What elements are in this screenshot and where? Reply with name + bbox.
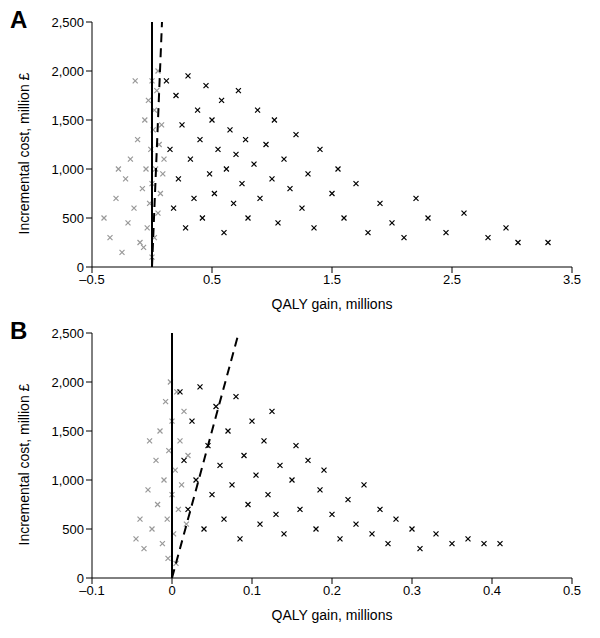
svg-text:0: 0 xyxy=(77,260,84,275)
svg-text:0.3: 0.3 xyxy=(403,583,421,598)
svg-text:QALY gain, millions: QALY gain, millions xyxy=(272,607,393,623)
svg-text:2,500: 2,500 xyxy=(51,15,84,30)
svg-text:2,000: 2,000 xyxy=(51,64,84,79)
svg-text:1,000: 1,000 xyxy=(51,162,84,177)
html-text:A: A xyxy=(10,6,28,33)
svg-text:1,000: 1,000 xyxy=(51,473,84,488)
svg-text:0.1: 0.1 xyxy=(243,583,261,598)
svg-text:2,500: 2,500 xyxy=(51,326,84,341)
svg-text:0: 0 xyxy=(77,571,84,586)
svg-text:–0.1: –0.1 xyxy=(79,583,105,599)
svg-text:Incremental cost, million £: Incremental cost, million £ xyxy=(16,383,32,545)
svg-text:3.5: 3.5 xyxy=(563,272,581,287)
svg-text:0.2: 0.2 xyxy=(323,583,341,598)
svg-text:0: 0 xyxy=(168,583,175,598)
svg-text:0.5: 0.5 xyxy=(563,583,581,598)
svg-text:2.5: 2.5 xyxy=(443,272,461,287)
svg-text:500: 500 xyxy=(62,522,84,537)
svg-text:Incremental cost, million £: Incremental cost, million £ xyxy=(16,72,32,234)
svg-text:–0.5: –0.5 xyxy=(79,272,105,288)
svg-text:QALY gain, millions: QALY gain, millions xyxy=(272,296,393,312)
svg-text:2,000: 2,000 xyxy=(51,375,84,390)
html-text:B: B xyxy=(10,317,28,344)
svg-text:1,500: 1,500 xyxy=(51,424,84,439)
svg-text:1.5: 1.5 xyxy=(323,272,341,287)
svg-text:1,500: 1,500 xyxy=(51,113,84,128)
svg-text:0.4: 0.4 xyxy=(483,583,501,598)
svg-text:0.5: 0.5 xyxy=(203,272,221,287)
svg-text:500: 500 xyxy=(62,211,84,226)
